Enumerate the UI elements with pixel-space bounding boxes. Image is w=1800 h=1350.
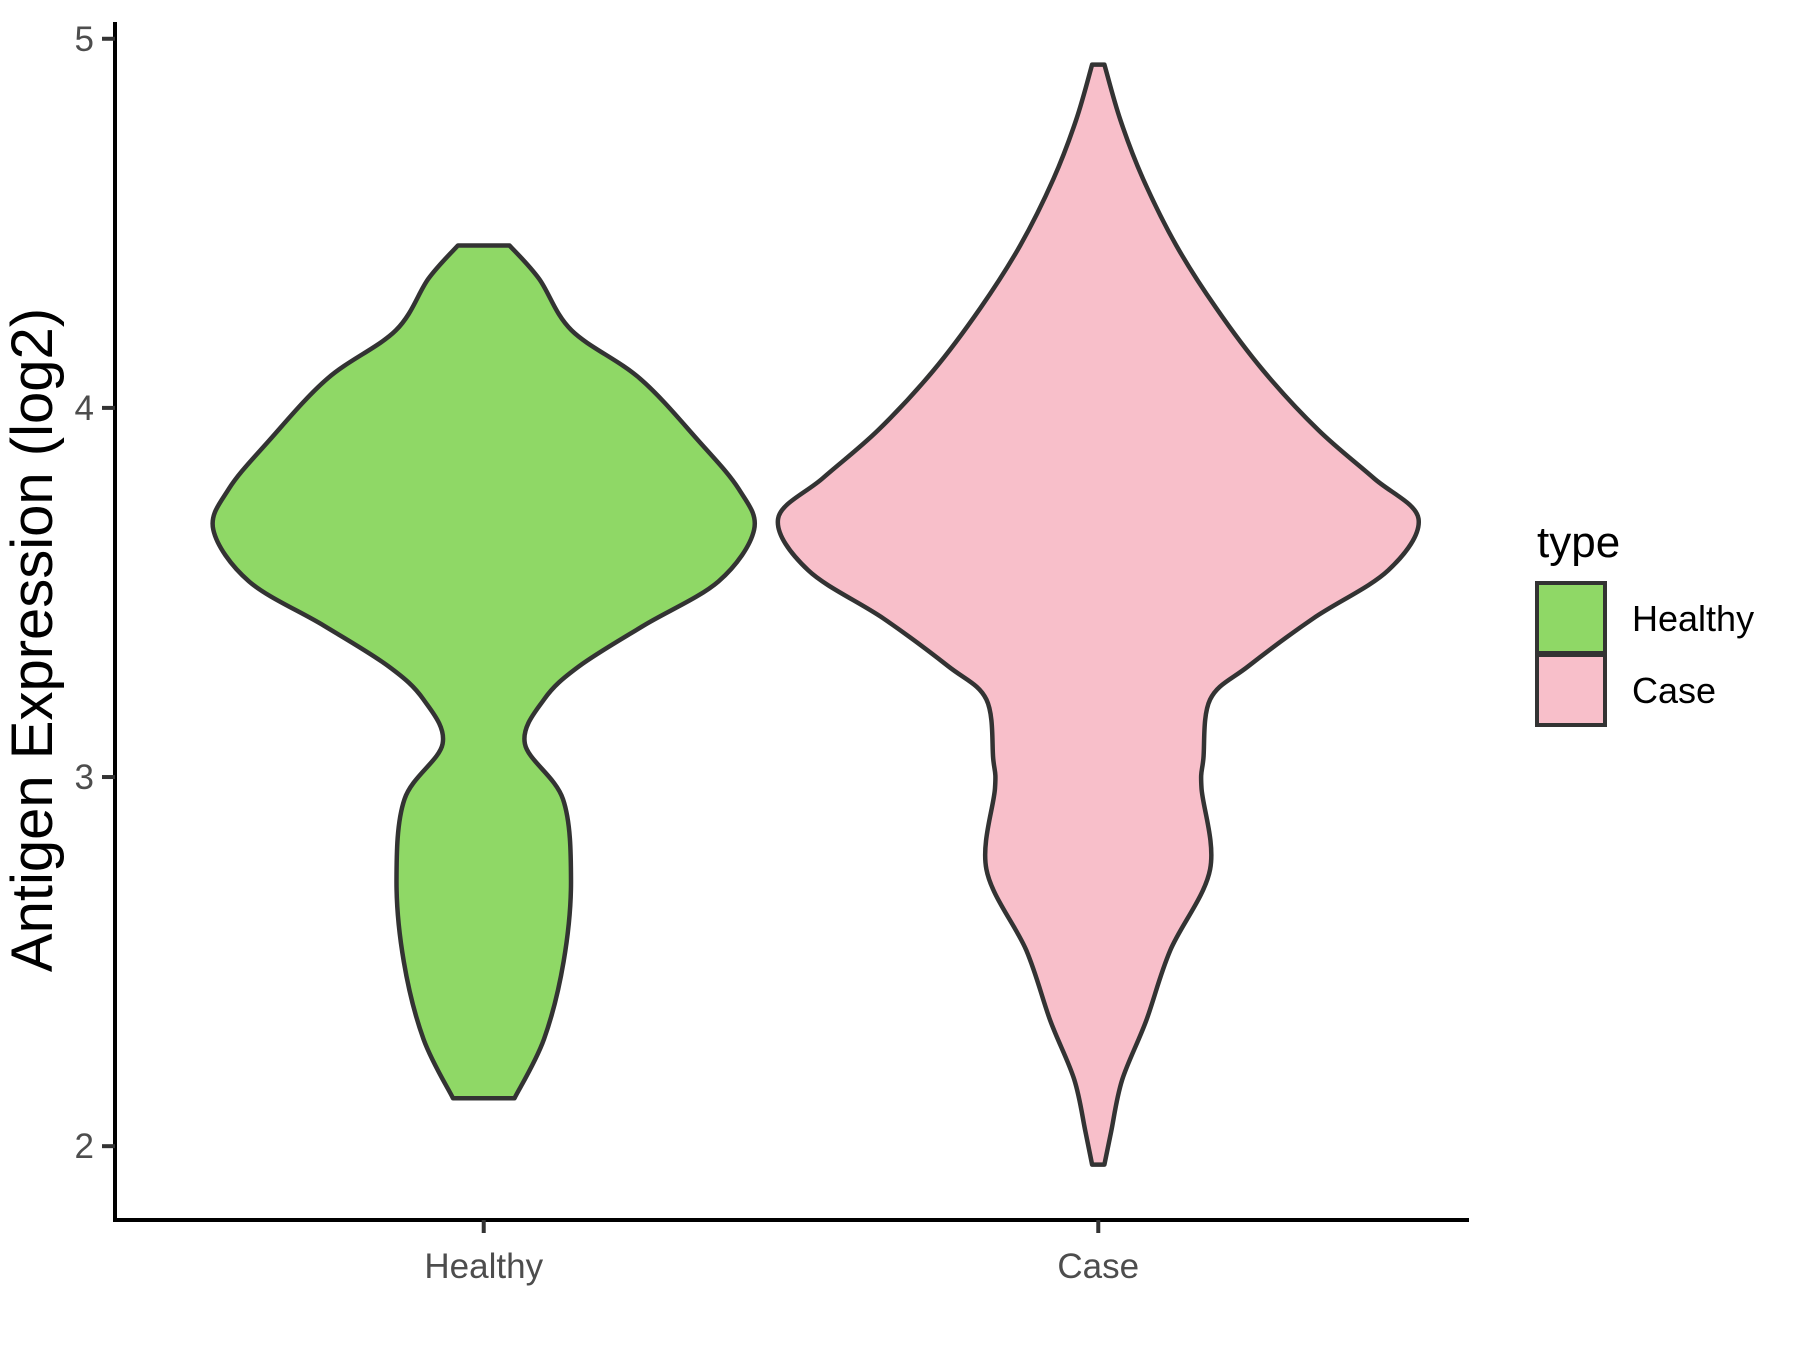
violin-healthy <box>210 243 758 1101</box>
y-tick-label: 3 <box>75 758 94 797</box>
y-tick-label: 4 <box>75 389 94 428</box>
y-axis-title: Antigen Expression (log2) <box>0 308 65 972</box>
legend-title: type <box>1537 518 1620 567</box>
x-tick-label: Case <box>1057 1247 1139 1286</box>
axis-ticks <box>102 36 1101 1233</box>
legend-label-case: Case <box>1632 670 1716 711</box>
axis-tick-labels: 2 3 4 5 Healthy Case <box>75 20 1140 1286</box>
y-tick-label: 5 <box>75 20 94 59</box>
plot-area <box>210 62 1421 1167</box>
legend-key-case <box>1535 653 1607 727</box>
x-tick-label: Healthy <box>424 1247 543 1286</box>
legend-key-healthy <box>1535 581 1607 655</box>
legend: type Healthy Case <box>1535 518 1754 727</box>
violin-case <box>775 62 1421 1167</box>
y-tick-label: 2 <box>75 1127 94 1166</box>
legend-label-healthy: Healthy <box>1632 598 1754 639</box>
